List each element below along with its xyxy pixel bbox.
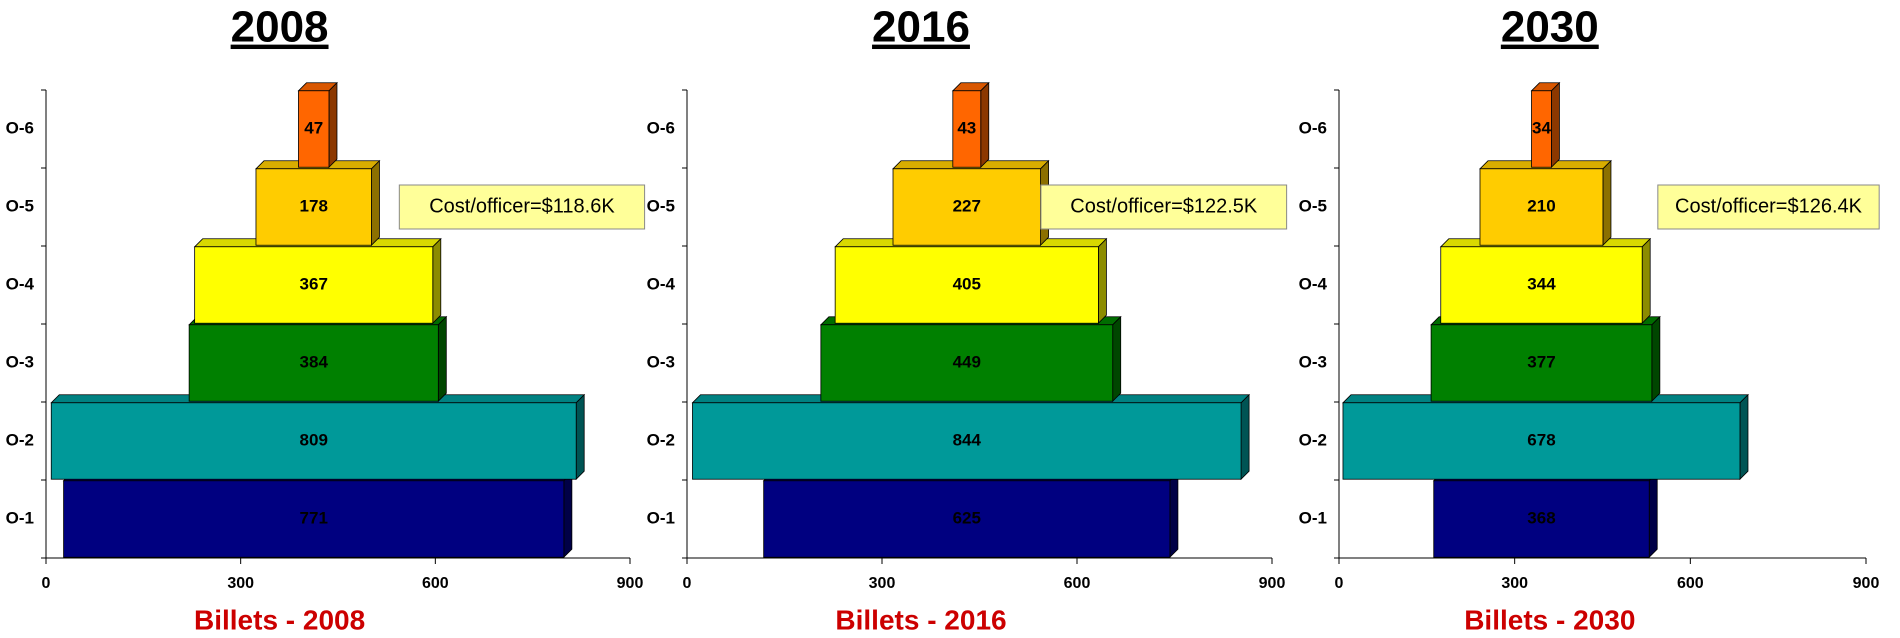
x-tick-label: 300 — [1501, 575, 1528, 592]
data-label: 178 — [300, 196, 328, 215]
bar-side — [1098, 237, 1107, 325]
y-tick-label: O-1 — [1299, 508, 1327, 527]
annotation: Cost/officer=$126.4K — [1675, 195, 1863, 217]
bar — [1479, 168, 1604, 246]
y-tick-label: O-3 — [1299, 352, 1327, 371]
bar — [188, 324, 439, 402]
y-tick-label: O-4 — [6, 274, 35, 293]
y-tick-label: O-6 — [1299, 118, 1327, 137]
x-tick-label: 900 — [617, 575, 644, 592]
x-axis-label: Billets - 2016 — [835, 604, 1006, 635]
bar — [255, 168, 372, 246]
bar-side — [1641, 237, 1651, 325]
bar — [952, 90, 982, 168]
x-axis-label: Billets - 2008 — [194, 604, 365, 635]
annotation: Cost/officer=$122.5K — [1070, 195, 1258, 217]
x-tick-label: 600 — [422, 575, 449, 592]
bar — [1440, 246, 1643, 324]
bar-side — [1169, 471, 1179, 559]
data-label: 405 — [953, 274, 981, 293]
bar — [50, 402, 577, 480]
data-label: 367 — [300, 274, 328, 293]
x-axis-label: Billets - 2030 — [1464, 604, 1635, 635]
y-tick-label: O-4 — [647, 274, 676, 293]
data-label: 377 — [1527, 352, 1555, 371]
annotation: Cost/officer=$118.6K — [429, 195, 615, 217]
bar-side — [1112, 315, 1122, 403]
y-tick-label: O-2 — [647, 430, 675, 449]
bar — [1433, 480, 1650, 558]
x-tick-label: 900 — [1853, 575, 1880, 592]
bar — [763, 480, 1171, 558]
annotation-box — [1040, 184, 1288, 230]
bar-side — [1651, 315, 1661, 403]
data-label: 47 — [304, 118, 323, 137]
x-tick-label: 0 — [42, 575, 51, 592]
y-tick-label: O-1 — [647, 508, 675, 527]
annotation-box — [398, 184, 646, 230]
x-tick-label: 300 — [869, 575, 896, 592]
data-label: 43 — [957, 118, 976, 137]
x-tick-label: 600 — [1677, 575, 1704, 592]
data-label: 678 — [1527, 430, 1555, 449]
y-tick-label: O-2 — [6, 430, 34, 449]
x-tick-label: 900 — [1259, 575, 1286, 592]
data-label: 34 — [1532, 118, 1551, 137]
bar — [820, 324, 1114, 402]
bar — [63, 480, 565, 558]
bar — [1531, 90, 1552, 168]
y-tick-label: O-3 — [6, 352, 34, 371]
data-label: 844 — [953, 430, 982, 449]
data-label: 384 — [300, 352, 329, 371]
chart-title: 2008 — [231, 3, 329, 52]
bar-side — [1240, 393, 1250, 481]
bar-side — [437, 315, 447, 403]
bar-side — [1602, 159, 1612, 247]
bar — [834, 246, 1099, 324]
data-label: 227 — [953, 196, 981, 215]
bar-side — [328, 81, 338, 169]
data-label: 449 — [953, 352, 981, 371]
y-tick-label: O-5 — [647, 196, 675, 215]
y-tick-label: O-6 — [6, 118, 34, 137]
y-tick-label: O-3 — [647, 352, 675, 371]
bar-side — [1648, 471, 1658, 559]
bar-side — [563, 471, 573, 559]
x-tick-label: 0 — [683, 575, 692, 592]
chart-title: 2016 — [872, 3, 970, 52]
y-tick-label: O-4 — [1299, 274, 1328, 293]
data-label: 344 — [1527, 274, 1556, 293]
x-tick-label: 0 — [1335, 575, 1344, 592]
bar — [1342, 402, 1741, 480]
bar-side — [1739, 393, 1749, 481]
bar-side — [432, 237, 442, 325]
bar — [692, 402, 1242, 480]
data-label: 809 — [300, 430, 328, 449]
x-tick-label: 300 — [227, 575, 254, 592]
x-tick-label: 600 — [1064, 575, 1091, 592]
bar-side — [575, 393, 585, 481]
bar — [892, 168, 1041, 246]
bar-side — [1551, 81, 1560, 169]
bar-side — [980, 81, 990, 169]
bar — [298, 90, 330, 168]
y-tick-label: O-5 — [1299, 196, 1327, 215]
bar-side — [371, 159, 380, 247]
chart-title: 2030 — [1501, 3, 1599, 52]
data-label: 771 — [300, 508, 328, 527]
data-label: 625 — [953, 508, 981, 527]
annotation-box — [1657, 184, 1880, 230]
data-label: 210 — [1527, 196, 1555, 215]
y-tick-label: O-2 — [1299, 430, 1327, 449]
y-tick-label: O-5 — [6, 196, 34, 215]
y-tick-label: O-1 — [6, 508, 34, 527]
bar — [1430, 324, 1653, 402]
data-label: 368 — [1527, 508, 1555, 527]
y-tick-label: O-6 — [647, 118, 675, 137]
bar — [194, 246, 434, 324]
